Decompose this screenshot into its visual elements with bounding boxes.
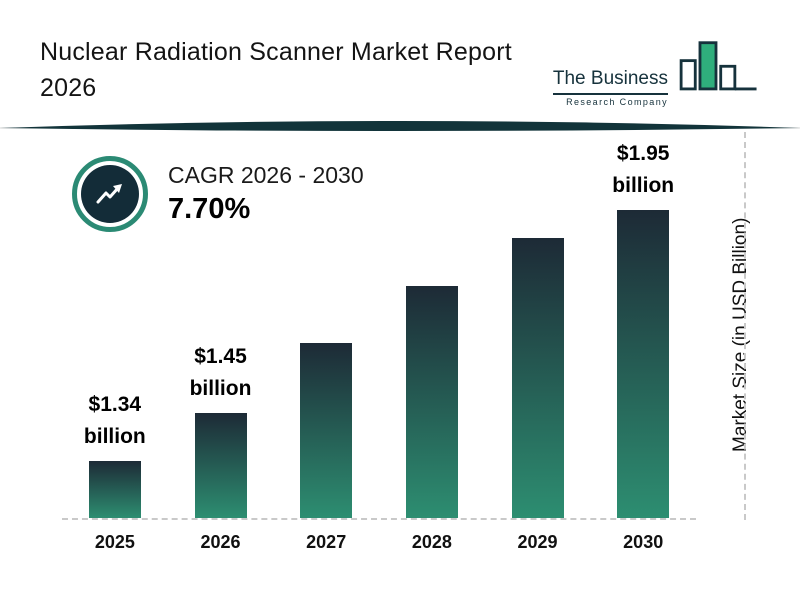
y-axis-label: Market Size (in USD Billion)	[730, 217, 751, 453]
bar-value-label: $1.45 billion	[189, 345, 252, 400]
cagr-badge: CAGR 2026 - 2030 7.70%	[72, 156, 364, 232]
company-subtitle: Research Company	[566, 97, 668, 107]
company-logo: The Business Research Company	[552, 38, 760, 109]
logo-bars-icon	[672, 38, 760, 109]
page-title-line2: 2026	[40, 74, 97, 102]
bar-column-2026: $1.45 billion	[168, 341, 274, 518]
growth-arrow-icon-inner	[81, 165, 139, 223]
y-axis-dashed-line	[744, 132, 746, 520]
company-logo-text: The Business Research Company	[552, 68, 668, 109]
bar-2025	[88, 461, 141, 518]
divider	[0, 120, 800, 136]
bar-chart: $1.34 billion $1.45 billion $1.95 billion	[62, 138, 696, 520]
cagr-label: CAGR 2026 - 2030	[168, 162, 364, 188]
company-name: The Business	[552, 68, 668, 95]
cagr-value: 7.70%	[168, 193, 251, 225]
cagr-text: CAGR 2026 - 2030 7.70%	[168, 162, 364, 226]
x-axis-label-2025: 2025	[94, 532, 135, 552]
bar-2026	[194, 413, 247, 518]
x-axis-label-2029: 2029	[517, 532, 558, 552]
page-title: Nuclear Radiation Scanner Market Report …	[40, 34, 512, 106]
bar-column-2030: $1.95 billion	[590, 138, 696, 518]
x-axis-label-2028: 2028	[411, 532, 452, 552]
x-axis-label-2027: 2027	[306, 532, 347, 552]
bar-column-2027	[273, 343, 379, 518]
bar-column-2028	[379, 286, 485, 518]
growth-arrow-icon	[72, 156, 148, 232]
bar-2029	[511, 238, 564, 518]
bar-2027	[300, 343, 353, 518]
page-title-line1: Nuclear Radiation Scanner Market Report	[40, 38, 512, 66]
bar-column-2029	[485, 238, 591, 518]
bar-2030	[617, 210, 670, 518]
x-axis-label-2030: 2030	[623, 532, 664, 552]
x-axis: 2025 2026 2027 2028 2029 2030	[62, 532, 696, 553]
bar-2028	[405, 286, 458, 518]
x-axis-label-2026: 2026	[200, 532, 241, 552]
bar-value-label: $1.34 billion	[83, 393, 146, 448]
header: Nuclear Radiation Scanner Market Report …	[40, 34, 760, 109]
bar-column-2025: $1.34 billion	[62, 389, 168, 518]
bar-value-label: $1.95 billion	[612, 142, 675, 197]
